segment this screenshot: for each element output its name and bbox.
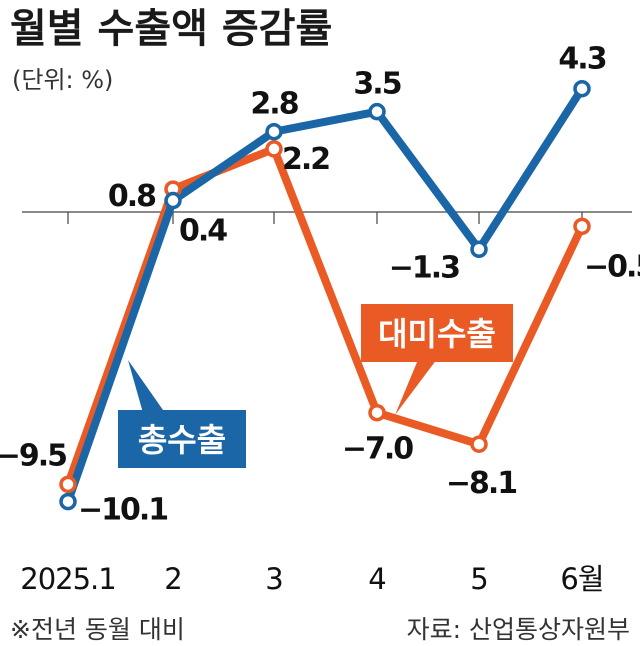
- data-label-us-exports: −9.5: [0, 438, 66, 473]
- x-tick-label: 3: [265, 562, 282, 596]
- point-total-exports: [470, 240, 488, 259]
- x-tick-label: 2025.1: [20, 562, 115, 596]
- data-label-total-exports: 3.5: [353, 67, 400, 102]
- point-us-exports: [470, 435, 488, 453]
- point-total-exports: [164, 191, 182, 210]
- data-label-total-exports: −1.3: [389, 250, 459, 285]
- line-total-exports: [64, 86, 586, 503]
- point-us-exports: [573, 217, 591, 236]
- x-tick-label: 5: [470, 562, 487, 596]
- point-total-exports: [573, 79, 591, 98]
- data-label-total-exports: 4.3: [558, 42, 605, 77]
- callout-total-exports: 총수출: [118, 360, 246, 468]
- data-label-us-exports: −0.5: [584, 249, 640, 284]
- points-total-exports: [59, 79, 591, 511]
- footnote-basis: ※전년 동월 대비: [10, 615, 185, 644]
- footnote-source: 자료: 산업통상자원부: [407, 615, 630, 644]
- labels-us-exports: −9.5 0.8 2.2 −7.0 −8.1 −0.5: [0, 142, 640, 501]
- point-total-exports: [265, 122, 283, 141]
- data-label-us-exports: −8.1: [446, 466, 516, 501]
- data-label-total-exports: 0.4: [179, 214, 227, 249]
- point-total-exports: [368, 102, 386, 121]
- data-label-us-exports: −7.0: [342, 432, 413, 467]
- series-name-total-exports: 총수출: [138, 421, 226, 459]
- x-tick-label: 4: [368, 562, 385, 596]
- data-label-total-exports: 2.8: [250, 87, 298, 122]
- x-axis-ticks: 2025.1 2 3 4 5 6월: [20, 212, 605, 596]
- chart-title: 월별 수출액 증감률: [10, 6, 332, 52]
- series-name-us-exports: 대미수출: [378, 315, 496, 353]
- point-us-exports: [59, 475, 77, 494]
- points-us-exports: [59, 140, 591, 494]
- x-tick-label: 2: [164, 562, 181, 596]
- x-tick-label: 6월: [560, 562, 603, 596]
- data-label-us-exports: 2.2: [282, 142, 329, 177]
- point-total-exports: [59, 492, 77, 511]
- data-label-total-exports: −10.1: [78, 493, 167, 528]
- point-us-exports: [368, 403, 386, 422]
- labels-total-exports: −10.1 0.4 2.8 3.5 −1.3 4.3: [78, 42, 608, 528]
- line-us-exports: [64, 143, 586, 486]
- point-us-exports: [265, 140, 283, 158]
- callout-us-exports: 대미수출: [361, 304, 513, 415]
- unit-label: (단위: %): [12, 66, 113, 94]
- data-label-us-exports: 0.8: [108, 179, 156, 214]
